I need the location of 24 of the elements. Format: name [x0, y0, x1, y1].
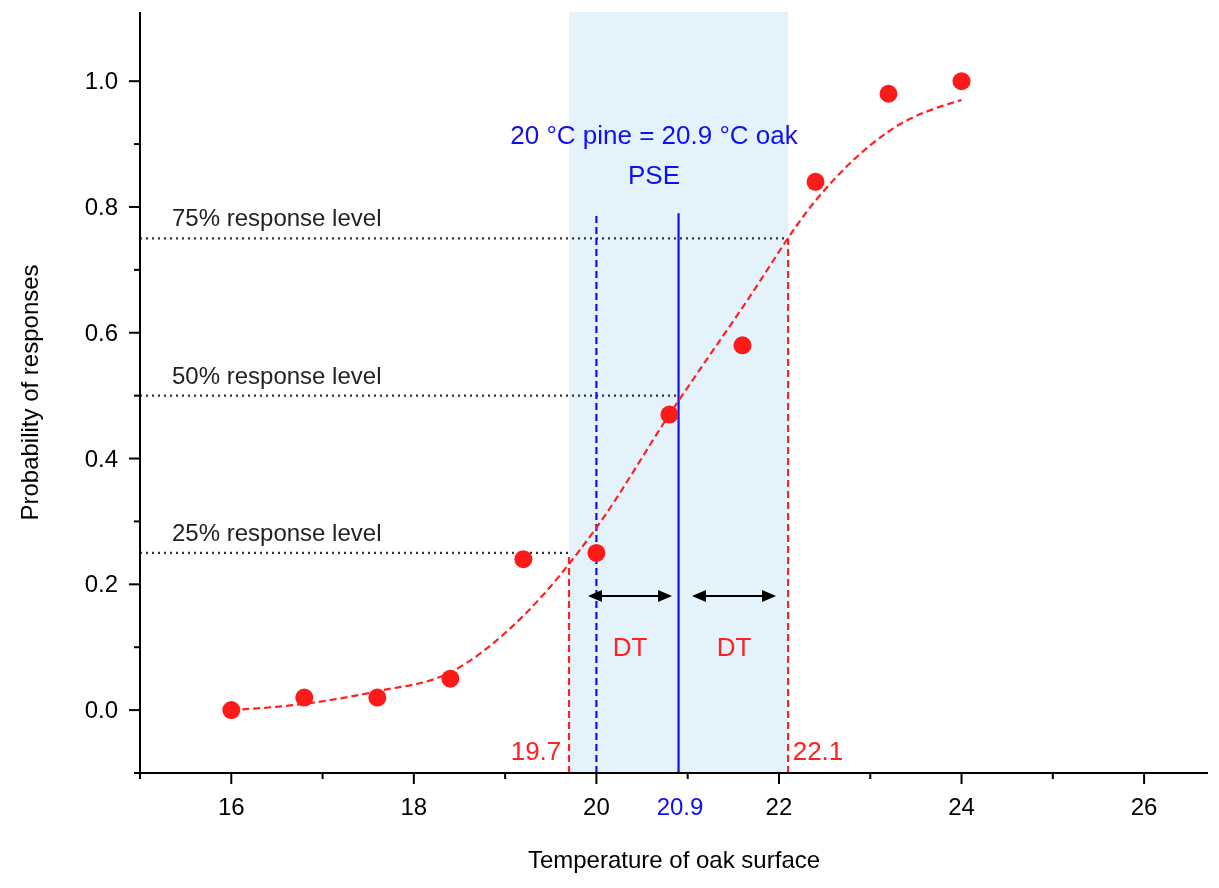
annotation: 22.1	[792, 736, 844, 766]
x-tick-label: 22	[765, 793, 793, 820]
annotation: DT	[716, 632, 752, 662]
x-tick-label: 20	[583, 793, 610, 820]
annotation: 19.7	[510, 736, 562, 766]
y-tick-label: 0.4	[84, 444, 118, 472]
y-tick-label: 0.6	[84, 318, 118, 346]
x-tick-label: 16	[217, 793, 245, 820]
series-label: 75% response level	[172, 204, 382, 232]
y-tick-label: 1.0	[84, 67, 118, 95]
x-tick-label: 18	[400, 793, 428, 820]
y-axis-title: Probability of responses	[16, 264, 43, 521]
x-axis-title: Temperature of oak surface	[527, 846, 821, 873]
y-tick-label: 0.8	[84, 192, 118, 220]
annotation: 20 °C pine = 20.9 °C oak	[510, 120, 799, 150]
series-label: 25% response level	[172, 518, 382, 546]
x-tick-label: 26	[1130, 793, 1158, 820]
annotation: PSE	[627, 160, 681, 190]
y-tick-label: 0.0	[84, 696, 118, 724]
text: 20.9	[656, 793, 704, 820]
series-label: 50% response level	[172, 361, 382, 389]
y-tick-label: 0.2	[84, 570, 118, 598]
x-tick-label: 24	[948, 793, 975, 820]
annotation: DT	[612, 632, 648, 662]
